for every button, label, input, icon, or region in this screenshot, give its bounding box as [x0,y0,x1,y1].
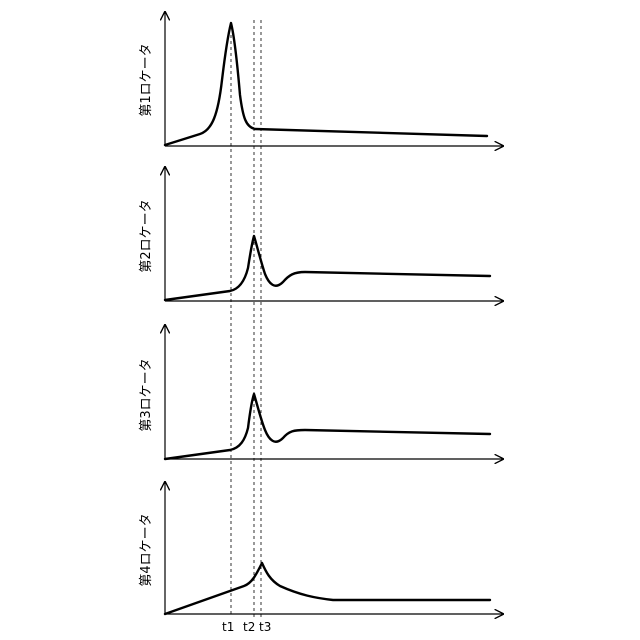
panel-1-ylabel: 第1ロケータ [139,43,154,116]
panel-1: 第1ロケータ [139,12,503,146]
time-label-t2: t2 [243,620,255,634]
panel-4: 第4ロケータ [139,482,503,614]
time-label-t1: t1 [222,620,234,634]
time-label-t3: t3 [259,620,271,634]
panel-4-curve [163,561,492,616]
panel-2-curve [163,234,492,302]
time-guides [230,20,262,617]
panel-2-ylabel: 第2ロケータ [139,199,154,272]
panel-3: 第3ロケータ [139,325,503,459]
panel-4-ylabel: 第4ロケータ [139,513,154,586]
panel-2: 第2ロケータ [139,167,503,301]
panel-3-ylabel: 第3ロケータ [139,358,154,431]
panel-3-curve [163,392,492,461]
panel-1-curve [163,21,489,147]
